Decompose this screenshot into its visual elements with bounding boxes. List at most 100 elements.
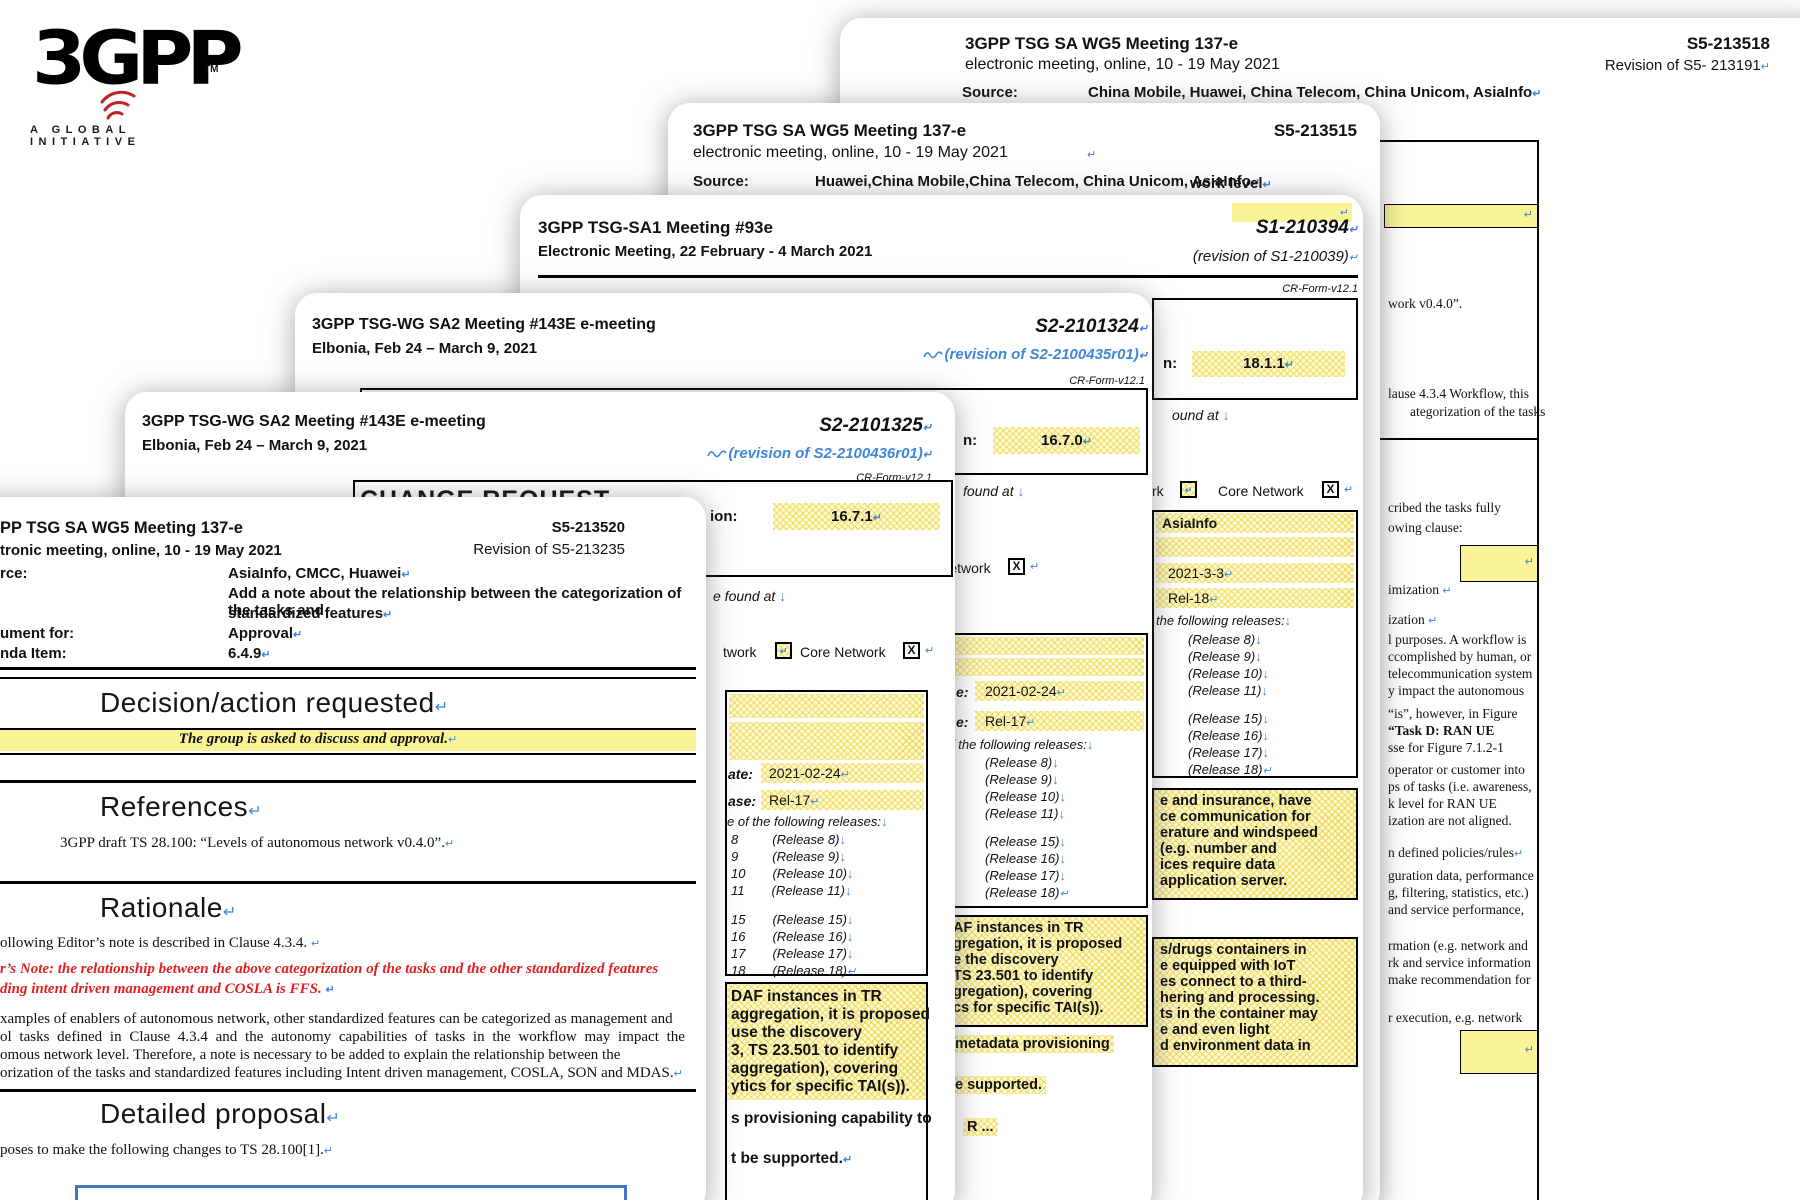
meeting-title: 3GPP TSG-WG SA2 Meeting #143E e-meeting [142, 413, 486, 430]
down-arrow-icon: ↓ [1017, 483, 1025, 499]
highlighted-field[interactable] [949, 637, 1144, 655]
found-at-fragment: e found at ↓ [713, 588, 787, 604]
found-at-fragment: found at ↓ [963, 483, 1025, 499]
date-field[interactable]: 2021-02-24↵ [761, 763, 924, 783]
meeting-title: 3GPP TSG SA WG5 Meeting 137-e [693, 121, 967, 140]
source-field[interactable]: AsiaInfo [1156, 513, 1354, 533]
text-fragment: owing clause: [1388, 520, 1463, 535]
cr-meta-box [1152, 510, 1358, 778]
date-field[interactable]: 2021-02-24↵ [975, 681, 1144, 701]
down-arrow-icon: ↓ [846, 866, 854, 881]
meeting-session-fragment: tronic meeting, online, 10 - 19 May 2021 [0, 542, 282, 559]
release-item: 10 (Release 10)↓ [731, 866, 854, 881]
text-fragment: work v0.4.0”. [1388, 296, 1463, 311]
highlighted-text-block: s/drugs containers in e equipped with IoT… [1152, 937, 1358, 1067]
highlighted-field[interactable]: ↵ [1460, 545, 1538, 582]
source-label: Source: [693, 173, 749, 190]
highlighted-field[interactable] [729, 694, 924, 718]
release-label-fragment: ase: [728, 793, 757, 809]
release-item: (Release 10)↓ [1188, 666, 1269, 681]
highlighted-field[interactable] [1156, 537, 1354, 557]
version-label-fragment: n: [963, 432, 978, 449]
pilcrow-icon: ↵ [1056, 687, 1066, 699]
pilcrow-icon: ↵ [1344, 484, 1354, 496]
release-item: (Release 15)↓ [1188, 711, 1269, 726]
release-item: 17 (Release 17)↓ [731, 946, 854, 961]
release-field[interactable]: Rel-17↵ [975, 711, 1144, 731]
down-arrow-icon: ↓ [1262, 711, 1269, 726]
pilcrow-icon: ↵ [1339, 207, 1349, 219]
pilcrow-icon: ↵ [1250, 177, 1261, 189]
highlighted-field[interactable] [949, 658, 1144, 676]
source-value: China Mobile, Huawei, China Telecom, Chi… [1088, 84, 1542, 101]
network-fragment: rk [1152, 483, 1164, 499]
pilcrow-icon: ↵ [401, 569, 411, 581]
text-fragment: n defined policies/rules↵ [1388, 845, 1524, 860]
pilcrow-icon: ↵ [925, 645, 935, 657]
document-s5-213520[interactable]: PP TSG SA WG5 Meeting 137-e tronic meeti… [0, 497, 706, 1200]
release-field[interactable]: Rel-17↵ [761, 790, 924, 810]
pilcrow-icon: ↵ [447, 734, 458, 746]
pilcrow-icon: ↵ [922, 422, 932, 434]
rationale-paragraph-line: orization of the tasks and standardized … [0, 1065, 683, 1081]
down-arrow-icon: ↓ [846, 929, 854, 944]
date-field[interactable]: 2021-3-3↵ [1156, 563, 1354, 583]
separator-line [0, 728, 696, 730]
meeting-session: Elbonia, Feb 24 – March 9, 2021 [142, 437, 368, 454]
cr-meta-box [725, 690, 928, 976]
release-item: 16 (Release 16)↓ [731, 929, 854, 944]
release-item: 18 (Release 18)↵ [731, 963, 857, 978]
down-arrow-icon: ↓ [1255, 632, 1262, 647]
text-fragment: make recommendation for [1388, 972, 1531, 987]
agenda-item-value: 6.4.9↵ [228, 645, 271, 662]
text-fragment: ategorization of the tasks [1410, 404, 1546, 419]
doc-number: S5-213515 [1273, 121, 1357, 140]
core-network-checkbox[interactable]: X [1322, 481, 1339, 498]
text-fragment: ization ↵ [1388, 612, 1438, 627]
highlighted-field[interactable]: ↵ [1384, 204, 1538, 228]
version-field[interactable]: 16.7.0↵ [993, 427, 1140, 454]
text-fragment: “Task D: RAN UE [1388, 723, 1495, 738]
pilcrow-icon: ↵ [1209, 594, 1219, 606]
separator-line [0, 677, 696, 679]
release-item: (Release 18)↵ [1188, 762, 1272, 777]
text-fragment: g, filtering, statistics, etc.) [1388, 885, 1529, 900]
agenda-item-label-fragment: nda Item: [0, 645, 67, 662]
core-network-checkbox[interactable]: X [903, 642, 920, 659]
pilcrow-icon: ↵ [779, 646, 788, 656]
core-network-checkbox[interactable]: X [1008, 558, 1025, 575]
text-fragment: cribed the tasks fully [1388, 500, 1501, 515]
source-label: Source: [962, 84, 1018, 101]
doc-revision: Revision of S5-213235 [473, 541, 625, 558]
meeting-session: electronic meeting, online, 10 - 19 May … [965, 56, 1280, 73]
highlighted-field[interactable] [729, 722, 924, 760]
text-fragment: k level for RAN UE [1388, 796, 1497, 811]
text-fragment: imization ↵ [1388, 582, 1452, 597]
doc-revision: (revision of S1-210039)↵ [1192, 248, 1358, 265]
highlighted-text-block: AF instances in TR gregation, it is propo… [945, 915, 1148, 1027]
version-field[interactable]: 16.7.1↵ [773, 503, 940, 530]
version-field[interactable]: 18.1.1↵ [1192, 351, 1345, 377]
pilcrow-icon: ↵ [1082, 436, 1092, 448]
release-item: (Release 16)↓ [985, 851, 1066, 866]
network-checkbox[interactable]: ↵ [775, 642, 792, 659]
pilcrow-icon: ↵ [1284, 359, 1294, 371]
pilcrow-icon: ↵ [1224, 569, 1234, 581]
text-fragment: sse for Figure 7.1.2-1 [1388, 740, 1504, 755]
pilcrow-icon: ↵ [842, 1154, 853, 1166]
core-network-label: Core Network [800, 644, 886, 660]
release-item: 8 (Release 8)↓ [731, 832, 846, 847]
down-arrow-icon: ↓ [1059, 851, 1066, 866]
highlighted-field[interactable]: ↵ [1232, 203, 1352, 222]
release-item: (Release 11)↓ [1188, 683, 1268, 698]
down-arrow-icon: ↓ [1052, 772, 1059, 787]
found-at-fragment: ound at ↓ [1172, 407, 1230, 423]
pilcrow-icon: ↵ [1138, 323, 1148, 335]
proposal-text-fragment: poses to make the following changes to T… [0, 1142, 334, 1158]
text-fragment: ccomplished by human, or [1388, 649, 1532, 664]
squiggle-icon [706, 450, 727, 458]
network-checkbox[interactable]: ↵ [1180, 481, 1197, 498]
pilcrow-icon: ↵ [810, 796, 820, 808]
release-field[interactable]: Rel-18↵ [1156, 588, 1354, 608]
highlighted-field[interactable]: ↵ [1460, 1030, 1538, 1074]
